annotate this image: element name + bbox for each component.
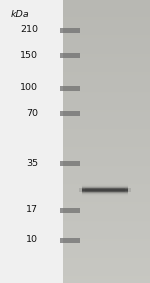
Bar bbox=[60, 27, 80, 33]
Bar bbox=[60, 53, 80, 57]
Text: kDa: kDa bbox=[11, 10, 29, 19]
Bar bbox=[60, 237, 80, 243]
Text: 150: 150 bbox=[20, 50, 38, 59]
Text: 10: 10 bbox=[26, 235, 38, 245]
Bar bbox=[60, 207, 80, 213]
Bar bbox=[60, 85, 80, 91]
Text: 100: 100 bbox=[20, 83, 38, 93]
Bar bbox=[60, 160, 80, 166]
Text: 210: 210 bbox=[20, 25, 38, 35]
Text: 70: 70 bbox=[26, 108, 38, 117]
Bar bbox=[60, 110, 80, 115]
Text: 35: 35 bbox=[26, 158, 38, 168]
Text: 17: 17 bbox=[26, 205, 38, 215]
